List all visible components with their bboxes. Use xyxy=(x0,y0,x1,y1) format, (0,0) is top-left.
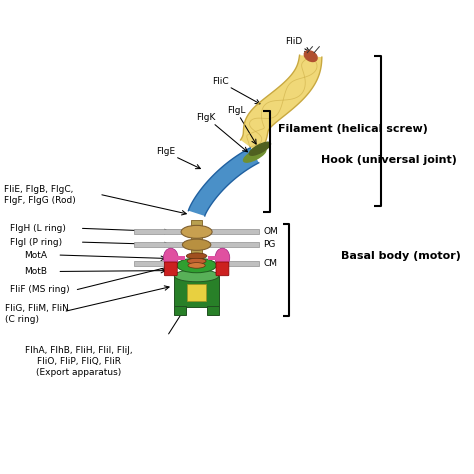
Text: FliC: FliC xyxy=(212,77,260,104)
Ellipse shape xyxy=(181,225,212,238)
Text: FlgK: FlgK xyxy=(197,113,247,152)
Text: MotA: MotA xyxy=(24,251,47,260)
Bar xyxy=(134,261,259,266)
Polygon shape xyxy=(188,147,259,216)
Text: FlhA, FlhB, FliH, FliI, FliJ,
FliO, FliP, FliQ, FliR
(Export apparatus): FlhA, FlhB, FliH, FliI, FliJ, FliO, FliP… xyxy=(25,346,133,377)
Bar xyxy=(208,256,220,260)
Bar xyxy=(174,276,219,307)
Text: FlgH (L ring): FlgH (L ring) xyxy=(10,224,66,233)
Text: FliF (MS ring): FliF (MS ring) xyxy=(10,285,70,294)
Bar xyxy=(134,242,259,247)
Ellipse shape xyxy=(244,148,266,162)
Text: OM: OM xyxy=(264,228,278,237)
Text: Filament (helical screw): Filament (helical screw) xyxy=(278,124,428,134)
Bar xyxy=(174,306,186,315)
Text: Hook (universal joint): Hook (universal joint) xyxy=(321,155,457,165)
Ellipse shape xyxy=(215,248,230,267)
Ellipse shape xyxy=(188,263,205,268)
Text: FliG, FliM, FliN
(C ring): FliG, FliM, FliN (C ring) xyxy=(5,303,69,324)
Text: FliE, FlgB, FlgC,
FlgF, FlgG (Rod): FliE, FlgB, FlgC, FlgF, FlgG (Rod) xyxy=(4,185,76,205)
Bar xyxy=(173,256,185,260)
Text: MotB: MotB xyxy=(24,267,47,276)
Ellipse shape xyxy=(182,239,211,250)
Text: FlgE: FlgE xyxy=(155,147,201,169)
Ellipse shape xyxy=(164,248,178,267)
Bar xyxy=(207,306,219,315)
Ellipse shape xyxy=(304,51,317,62)
Text: PG: PG xyxy=(264,240,276,249)
Text: FlgL: FlgL xyxy=(227,106,256,144)
Text: FliD: FliD xyxy=(285,37,310,52)
Ellipse shape xyxy=(187,258,206,264)
Bar xyxy=(134,229,259,234)
FancyBboxPatch shape xyxy=(164,262,177,276)
Bar xyxy=(191,220,202,260)
Bar xyxy=(187,284,206,301)
Ellipse shape xyxy=(177,258,217,273)
Text: FlgI (P ring): FlgI (P ring) xyxy=(10,237,62,246)
Ellipse shape xyxy=(186,253,207,259)
Text: CM: CM xyxy=(264,259,277,268)
FancyBboxPatch shape xyxy=(216,262,229,276)
Polygon shape xyxy=(240,55,322,153)
Ellipse shape xyxy=(174,270,219,282)
Text: Basal body (motor): Basal body (motor) xyxy=(341,251,461,261)
Ellipse shape xyxy=(249,142,271,155)
